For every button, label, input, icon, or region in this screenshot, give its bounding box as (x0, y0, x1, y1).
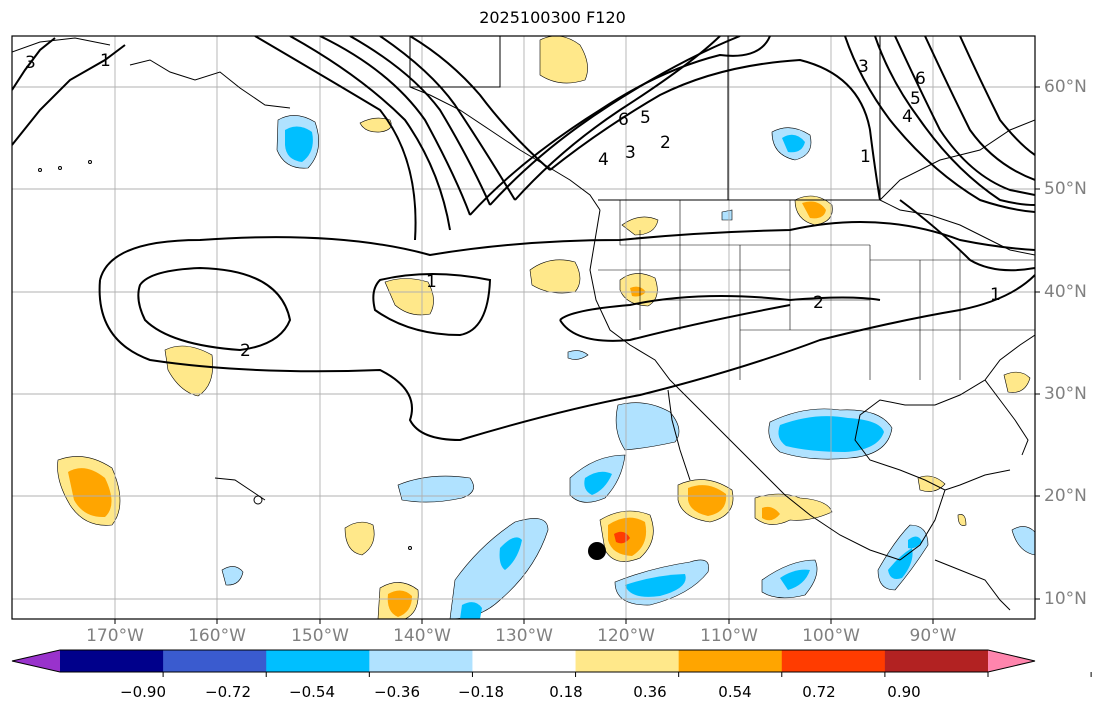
colorbar-tick-label: 0.54 (718, 683, 752, 701)
colorbar-tick-label: −0.90 (120, 683, 166, 701)
contours (12, 36, 1035, 442)
lat-label-20n: 20°N (1044, 486, 1087, 506)
contour-label: 1 (990, 285, 1001, 305)
colorbar-tick-label: −0.72 (205, 683, 251, 701)
colorbar-segment (163, 650, 267, 672)
negative-anomaly-strong (460, 602, 482, 619)
colorbar-tick-label: 0.90 (887, 683, 921, 701)
lat-label-50n: 50°N (1044, 179, 1087, 199)
contour-label: 3 (625, 143, 636, 163)
lon-label-160w: 160°W (188, 626, 246, 646)
colorbar-segment (60, 650, 164, 672)
positive-anomaly (621, 216, 659, 236)
positive-anomaly-strong (68, 468, 112, 518)
negative-anomaly-strong (499, 537, 522, 570)
lat-label-30n: 30°N (1044, 384, 1087, 404)
anomaly-shading (57, 36, 1035, 619)
colorbar-tick-label: −0.54 (289, 683, 335, 701)
positive-anomaly-strong (762, 506, 780, 521)
positive-anomaly (529, 259, 581, 294)
negative-anomaly-strong (908, 536, 922, 549)
negative-anomaly (721, 209, 733, 221)
positive-anomaly-strong (802, 201, 826, 219)
contour-label: 2 (813, 293, 824, 313)
colorbar-segment (884, 650, 989, 672)
contour-label: 4 (598, 150, 609, 170)
islands (38, 160, 412, 550)
colorbar-segment (781, 650, 886, 672)
colorbar-tick-label: −0.36 (374, 683, 420, 701)
colorbar-outline (11, 649, 1036, 673)
negative-anomaly (1011, 526, 1035, 556)
positive-anomaly (384, 278, 434, 316)
colorbar-tick-label: 0.36 (633, 683, 667, 701)
contour-label: 1 (860, 147, 871, 167)
colorbar-tick-label: −0.18 (458, 683, 504, 701)
contour-labels: 3 1 6 5 4 3 2 1 2 1 2 1 3 6 5 4 (25, 51, 1001, 361)
lon-label-90w: 90°W (909, 626, 957, 646)
lat-label-10n: 10°N (1044, 589, 1087, 609)
negative-anomaly (615, 402, 680, 451)
colorbar-extend-min (12, 650, 60, 672)
lon-label-170w: 170°W (86, 626, 144, 646)
colorbar-tick-label: 0.18 (549, 683, 583, 701)
contour-label: 6 (915, 69, 926, 89)
lat-label-40n: 40°N (1044, 282, 1087, 302)
negative-anomaly-strong (780, 569, 810, 590)
colorbar-extend-max (988, 650, 1035, 672)
negative-anomaly (449, 518, 549, 619)
lat-label-60n: 60°N (1044, 77, 1087, 97)
lon-label-110w: 110°W (700, 626, 758, 646)
contour-label: 1 (426, 272, 437, 292)
negative-anomaly-strong (584, 471, 612, 495)
contour-line (12, 44, 126, 146)
colorbar-segment (472, 650, 577, 672)
positive-anomaly (344, 521, 375, 556)
contour-label: 5 (640, 108, 651, 128)
contour-label: 2 (240, 341, 251, 361)
negative-anomaly (397, 475, 474, 503)
colorbar-tick-label: 0.72 (802, 683, 836, 701)
contour-label: 3 (25, 53, 36, 73)
positive-anomaly (1003, 371, 1031, 393)
lon-label-140w: 140°W (393, 626, 451, 646)
state-borders (598, 200, 1035, 380)
negative-anomaly-strong (625, 574, 686, 597)
colorbar-segment (575, 650, 680, 672)
colorbar-segment (369, 650, 473, 672)
map-title: 2025100300 F120 (479, 8, 626, 27)
colorbar-segment (266, 650, 370, 672)
contour-label: 1 (100, 51, 111, 71)
contour-label: 4 (902, 107, 913, 127)
contour-label: 5 (910, 89, 921, 109)
lon-label-130w: 130°W (495, 626, 553, 646)
contour-line (12, 37, 56, 91)
negative-anomaly-strong (285, 126, 313, 162)
positive-anomaly (539, 36, 588, 84)
lon-label-100w: 100°W (802, 626, 860, 646)
negative-anomaly-strong (782, 134, 805, 153)
graticule (12, 36, 1035, 619)
colorbar (11, 649, 1092, 677)
lon-label-120w: 120°W (597, 626, 655, 646)
colorbar-segment (678, 650, 783, 672)
lon-label-150w: 150°W (291, 626, 349, 646)
negative-anomaly (221, 566, 244, 586)
positive-anomaly-strong (387, 590, 412, 617)
contour-label: 6 (618, 110, 629, 130)
negative-anomaly (567, 350, 589, 360)
positive-anomaly-strong (688, 485, 727, 516)
positive-anomaly (957, 514, 967, 526)
positive-anomaly (164, 345, 213, 397)
contour-label: 3 (858, 57, 869, 77)
location-marker (588, 542, 606, 560)
positive-anomaly (359, 117, 392, 133)
contour-label: 2 (660, 133, 671, 153)
